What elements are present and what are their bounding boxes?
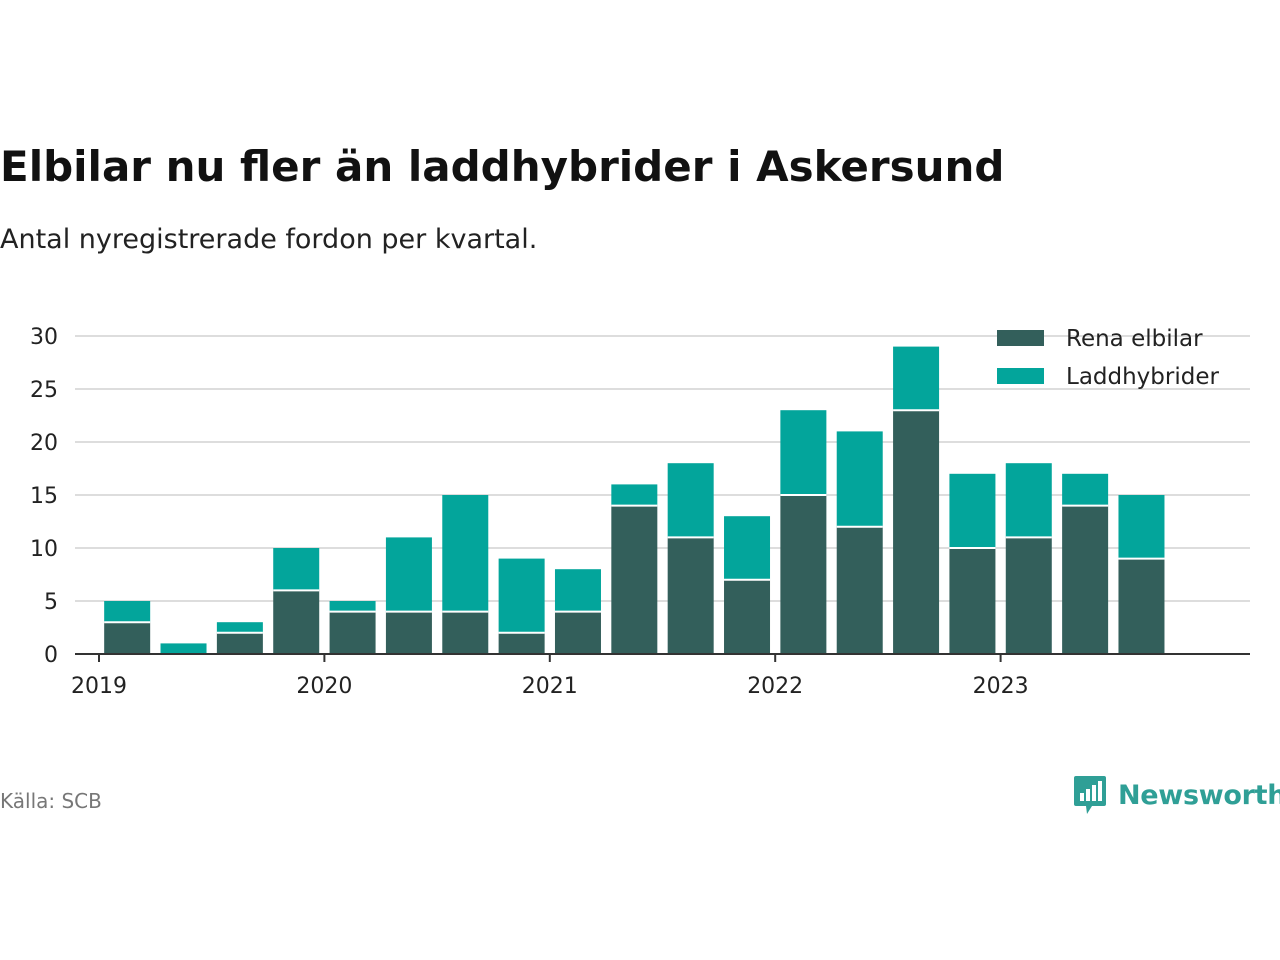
y-tick-label: 25 (30, 378, 58, 403)
bar-laddhybrider (554, 569, 601, 612)
bar-rena-elbilar (554, 611, 601, 654)
bar-laddhybrider (611, 484, 658, 506)
source-note: Källa: SCB (0, 789, 102, 813)
chart-subtitle: Antal nyregistrerade fordon per kvartal. (0, 224, 538, 255)
x-tick-label: 2020 (296, 674, 352, 699)
x-tick-label: 2022 (747, 674, 803, 699)
y-tick-label: 15 (30, 484, 58, 509)
bar-laddhybrider (104, 601, 151, 623)
x-tick-label: 2021 (522, 674, 578, 699)
y-tick-label: 10 (30, 537, 58, 562)
legend-label: Rena elbilar (1066, 326, 1203, 352)
bar-rena-elbilar (1118, 558, 1165, 654)
brand-name: Newsworthy (1118, 779, 1280, 811)
bar-rena-elbilar (949, 548, 996, 654)
bar-laddhybrider (273, 548, 320, 591)
bar-laddhybrider (1118, 495, 1165, 559)
bar-laddhybrider (1005, 463, 1052, 538)
bar-rena-elbilar (1062, 505, 1109, 654)
bar-laddhybrider (329, 601, 376, 612)
bar-rena-elbilar (836, 526, 883, 654)
y-tick-label: 0 (44, 643, 58, 668)
bar-rena-elbilar (724, 579, 771, 654)
bar-rena-elbilar (273, 590, 320, 654)
bar-laddhybrider (836, 431, 883, 527)
y-tick-label: 5 (44, 590, 58, 615)
bar-laddhybrider (724, 516, 771, 580)
bar-laddhybrider (780, 410, 827, 495)
bar-rena-elbilar (385, 611, 432, 654)
x-tick-label: 2019 (71, 674, 127, 699)
bar-rena-elbilar (667, 537, 714, 654)
bar-rena-elbilar (498, 632, 545, 654)
bar-laddhybrider (160, 643, 207, 654)
bar-laddhybrider (1062, 473, 1109, 506)
bar-rena-elbilar (611, 505, 658, 654)
bar-laddhybrider (893, 346, 940, 411)
x-tick-label: 2023 (973, 674, 1029, 699)
newsworthy-logo-icon (1074, 776, 1106, 814)
bar-laddhybrider (667, 463, 714, 538)
bar-rena-elbilar (893, 410, 940, 654)
bar-laddhybrider (216, 622, 263, 633)
bar-rena-elbilar (104, 622, 151, 654)
y-tick-label: 20 (30, 431, 58, 456)
legend-swatch (997, 330, 1044, 346)
bar-laddhybrider (498, 558, 545, 633)
bar-rena-elbilar (1005, 537, 1052, 654)
bar-laddhybrider (442, 495, 489, 612)
bar-laddhybrider (949, 473, 996, 548)
bar-rena-elbilar (216, 632, 263, 654)
legend-label: Laddhybrider (1066, 364, 1219, 390)
chart-title: Elbilar nu fler än laddhybrider i Askers… (0, 142, 1005, 191)
brand-logo: Newsworthy (1072, 774, 1280, 816)
legend-swatch (997, 368, 1044, 384)
bar-rena-elbilar (329, 611, 376, 654)
bar-rena-elbilar (442, 611, 489, 654)
bar-laddhybrider (385, 537, 432, 612)
bar-rena-elbilar (780, 495, 827, 654)
y-tick-label: 30 (30, 325, 58, 350)
